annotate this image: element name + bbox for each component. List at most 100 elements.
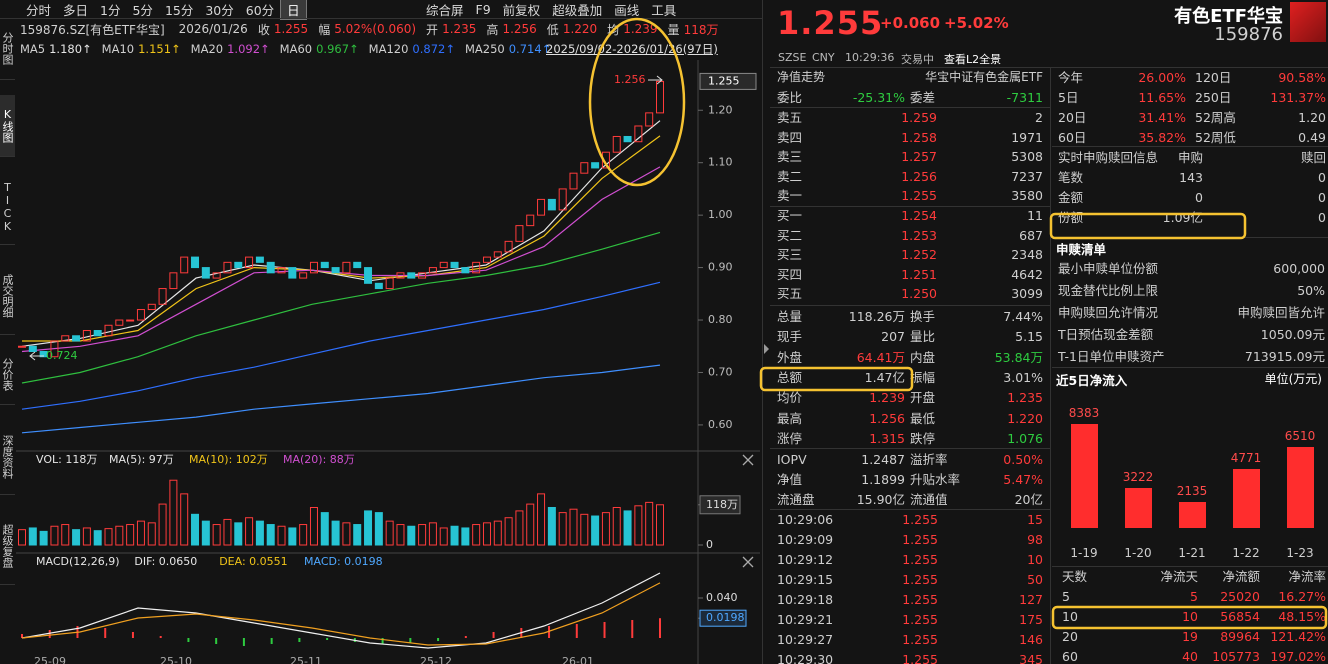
volume-bar xyxy=(255,520,264,546)
macd-header: DIF: 0.0650 xyxy=(134,555,197,568)
tool-button[interactable]: 综合屏 xyxy=(426,2,464,18)
volume-header: VOL: 118万 xyxy=(36,453,97,466)
cell: 申购赎回允许情况 xyxy=(1058,305,1159,320)
cell: 52周高 xyxy=(1195,110,1236,125)
ma-value: 1.180↑ xyxy=(49,42,92,56)
period-tab[interactable]: 30分 xyxy=(205,2,234,18)
cell: 申购赎回皆允许 xyxy=(1237,305,1325,320)
candle xyxy=(288,267,297,279)
tool-button[interactable]: F9 xyxy=(475,1,491,17)
candle xyxy=(115,319,124,326)
divider xyxy=(1052,146,1328,147)
candle xyxy=(277,267,286,274)
cell: 20日 xyxy=(1058,110,1087,125)
cell: 1.255 xyxy=(902,512,938,527)
cell: 1.076 xyxy=(1007,430,1043,446)
period-tab[interactable]: 多日 xyxy=(63,2,89,18)
side-tab[interactable]: K线图 xyxy=(0,95,15,157)
quote-status: 交易中 xyxy=(901,53,934,66)
volume-bar xyxy=(515,510,524,546)
divider xyxy=(1052,566,1328,567)
cell: 345 xyxy=(1019,652,1043,664)
cell: IOPV xyxy=(777,452,807,467)
period-tab[interactable]: 日 xyxy=(280,0,307,20)
candle xyxy=(353,261,362,269)
side-tab[interactable]: 分价表 xyxy=(0,345,15,405)
cell: 外盘 xyxy=(777,349,803,365)
volume-bar xyxy=(418,524,427,546)
cell: 1.256 xyxy=(901,168,937,184)
volume-bar xyxy=(169,479,178,546)
quote-l2-link[interactable]: 查看L2全景 xyxy=(944,53,1002,66)
period-tab[interactable]: 60分 xyxy=(245,2,275,18)
volume-bar xyxy=(299,524,308,546)
divider xyxy=(762,0,763,664)
ma-name: MA20 xyxy=(190,42,224,56)
cell: 1.09亿 xyxy=(1162,210,1203,225)
cell: 713915.09元 xyxy=(1244,349,1325,364)
side-tab[interactable]: TICK xyxy=(0,170,15,245)
marker-arrow xyxy=(648,75,663,85)
trade-date: 2026/01/26 xyxy=(178,22,248,36)
cell: 量比 xyxy=(910,329,936,345)
cell: 131.37% xyxy=(1270,90,1326,105)
tick-box xyxy=(699,495,741,515)
candle xyxy=(482,256,491,263)
cell: 涨停 xyxy=(777,430,803,446)
cell: 1.20 xyxy=(1298,110,1326,125)
macd-line xyxy=(21,572,661,649)
period-tab[interactable]: 5分 xyxy=(132,2,153,18)
cell: 15 xyxy=(1027,512,1043,527)
volume-bar xyxy=(115,525,124,546)
tool-button[interactable]: 超级叠加 xyxy=(552,2,603,18)
side-tab[interactable]: 超级复盘 xyxy=(0,508,15,585)
tool-button[interactable]: 画线 xyxy=(614,2,640,18)
candle xyxy=(201,267,210,279)
cell: 内盘 xyxy=(910,349,936,365)
volume-bar xyxy=(461,527,470,546)
divider xyxy=(770,448,1050,449)
cell: 40 xyxy=(1182,649,1198,664)
period-tab[interactable]: 分时 xyxy=(26,2,52,18)
cell: 90.58% xyxy=(1278,70,1326,85)
divider xyxy=(1052,367,1328,368)
candle xyxy=(223,261,232,274)
field-label: 量 xyxy=(667,22,680,37)
security-code: 159876.SZ[有色ETF华宝] xyxy=(20,22,165,37)
ma-value: 1.151↑ xyxy=(138,42,181,56)
side-tab[interactable]: 成交明细 xyxy=(0,258,15,335)
cell: 1050.09元 xyxy=(1260,327,1325,342)
period-tab[interactable]: 1分 xyxy=(100,2,121,18)
field-value: 1.256 xyxy=(502,22,537,36)
tool-button[interactable]: 工具 xyxy=(651,2,677,18)
cell: T日预估现金差额 xyxy=(1058,327,1154,342)
candle xyxy=(136,309,145,321)
cell: 19 xyxy=(1182,629,1198,644)
candle xyxy=(612,135,621,153)
side-tab[interactable]: 分时图 xyxy=(0,18,15,80)
cell: 15.90亿 xyxy=(856,492,905,507)
volume-header: MA(20): 88万 xyxy=(283,453,355,466)
cell: 净值走势 xyxy=(777,70,826,84)
divider xyxy=(770,67,1328,68)
y-tick-label: 0.90 xyxy=(708,261,733,274)
cell: 1.47亿 xyxy=(864,369,905,385)
candle xyxy=(245,256,254,269)
close-icon[interactable] xyxy=(742,454,754,466)
volume-bar xyxy=(212,524,221,546)
period-tab[interactable]: 15分 xyxy=(164,2,194,18)
cell: 10:29:21 xyxy=(777,612,834,627)
side-tab[interactable]: 深度资料 xyxy=(0,420,15,495)
x-tick-label: 25-11 xyxy=(290,655,322,664)
tool-button[interactable]: 前复权 xyxy=(502,2,541,18)
date-range: 2025/09/02-2026/01/26(97日) xyxy=(546,42,718,56)
cell: 申购 xyxy=(1177,150,1203,165)
cell: 120日 xyxy=(1195,70,1232,85)
flow-bar xyxy=(1232,468,1260,528)
cell: 1.255 xyxy=(902,632,938,647)
cell: 开盘 xyxy=(910,390,936,406)
x-tick-label: 25-10 xyxy=(160,655,192,664)
close-icon[interactable] xyxy=(742,556,754,568)
candle xyxy=(450,261,459,269)
volume-bar xyxy=(72,529,81,546)
